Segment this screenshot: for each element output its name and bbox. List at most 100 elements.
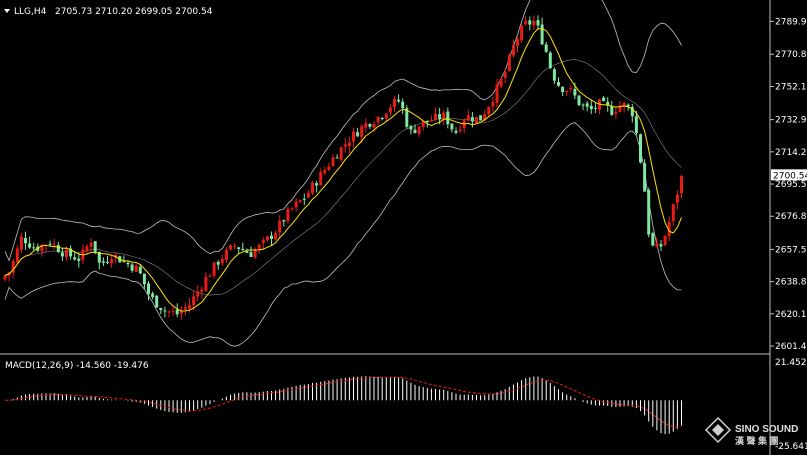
candle-body bbox=[532, 20, 536, 26]
price-tick-label: 2601.45 bbox=[775, 342, 807, 352]
candle-body bbox=[192, 296, 196, 306]
symbol-label: LLG,H4 bbox=[14, 7, 47, 17]
candle-body bbox=[614, 112, 618, 114]
current-price-label: 2700.54 bbox=[773, 171, 807, 181]
price-axis: 2789.95 2770.85 2752.15 2732.90 2714.20 2695.… bbox=[770, 17, 807, 352]
candle-body bbox=[442, 112, 446, 120]
candle-body bbox=[302, 198, 306, 200]
dropdown-triangle-icon[interactable] bbox=[4, 9, 10, 13]
candle-body bbox=[167, 311, 171, 313]
candle-body bbox=[97, 251, 101, 263]
candle-body bbox=[405, 108, 409, 127]
candle-body bbox=[278, 220, 282, 233]
candle-body bbox=[306, 192, 310, 198]
candle-body bbox=[290, 208, 294, 210]
candle-body bbox=[171, 311, 175, 313]
candle-body bbox=[52, 244, 56, 246]
candle-body bbox=[327, 166, 331, 170]
candle-body bbox=[507, 54, 511, 71]
macd-panel[interactable]: 21.452 -25.641 bbox=[4, 358, 807, 452]
candle-body bbox=[577, 95, 581, 106]
candle-body bbox=[524, 21, 528, 25]
candle-body bbox=[425, 120, 429, 123]
candle-body bbox=[585, 103, 589, 107]
candle-body bbox=[475, 117, 478, 124]
bb-lower-line bbox=[4, 122, 682, 347]
candle-body bbox=[655, 242, 659, 247]
candle-body bbox=[409, 126, 413, 130]
candle-body bbox=[245, 251, 249, 254]
candle-body bbox=[110, 259, 114, 264]
candle-body bbox=[487, 106, 491, 115]
bb-middle-line bbox=[4, 59, 682, 296]
candle-body bbox=[122, 261, 126, 263]
candle-body bbox=[589, 105, 593, 110]
candle-body bbox=[544, 44, 548, 52]
candle-body bbox=[663, 235, 667, 246]
candle-body bbox=[630, 107, 634, 117]
price-tick-label: 2657.55 bbox=[775, 245, 807, 255]
bb-upper-line bbox=[4, 0, 682, 262]
candle-body bbox=[680, 176, 683, 194]
diamond-logo-icon bbox=[704, 416, 732, 444]
candle-body bbox=[106, 261, 109, 263]
candle-body bbox=[339, 147, 343, 160]
candle-body bbox=[48, 243, 52, 245]
candle-body bbox=[643, 163, 647, 192]
candle-body bbox=[626, 104, 630, 107]
candle-body bbox=[552, 69, 556, 81]
price-tick-label: 2732.90 bbox=[775, 116, 807, 126]
candle-body bbox=[77, 258, 81, 261]
candle-body bbox=[491, 102, 495, 107]
candle-body bbox=[393, 98, 396, 107]
candle-body bbox=[388, 107, 392, 113]
macd-title: MACD(12,26,9) -14.560 -19.476 bbox=[5, 361, 149, 371]
candle-body bbox=[368, 124, 372, 127]
candle-body bbox=[593, 107, 597, 109]
candle-body bbox=[516, 38, 519, 46]
candle-body bbox=[179, 311, 183, 314]
candle-body bbox=[15, 248, 19, 263]
price-tick-label: 2676.80 bbox=[775, 212, 807, 222]
candle-body bbox=[224, 249, 228, 260]
candle-body bbox=[138, 266, 142, 274]
candle-body bbox=[200, 289, 204, 292]
price-tick-label: 2638.85 bbox=[775, 278, 807, 288]
candle-body bbox=[380, 118, 384, 120]
candle-body bbox=[528, 20, 532, 25]
candle-body bbox=[155, 295, 159, 308]
macd-tick-label: 21.452 bbox=[775, 358, 807, 368]
candle-body bbox=[212, 262, 216, 276]
candle-body bbox=[466, 115, 470, 121]
current-price-box bbox=[771, 169, 807, 181]
candle-body bbox=[60, 252, 64, 257]
candle-body bbox=[249, 252, 253, 257]
candle-body bbox=[93, 241, 97, 252]
candle-body bbox=[352, 131, 355, 142]
candle-body bbox=[270, 235, 273, 239]
candle-body bbox=[511, 45, 515, 56]
candle-body bbox=[671, 204, 675, 222]
candle-body bbox=[323, 170, 327, 174]
candle-body bbox=[208, 275, 212, 277]
candle-body bbox=[606, 101, 610, 106]
ohlc-values: 2705.73 2710.20 2699.05 2700.54 bbox=[55, 7, 213, 17]
candle-body bbox=[470, 117, 474, 122]
candle-body bbox=[429, 120, 433, 122]
candle-body bbox=[384, 113, 388, 119]
candle-body bbox=[520, 25, 524, 41]
diamond-logo-inner-icon bbox=[712, 424, 724, 436]
price-tick-label: 2770.85 bbox=[775, 50, 807, 60]
candle-body bbox=[3, 275, 7, 280]
candle-body bbox=[434, 113, 437, 120]
candle-body bbox=[347, 142, 351, 147]
candle-body bbox=[65, 249, 68, 257]
candle-body bbox=[11, 260, 15, 273]
candle-body bbox=[364, 123, 368, 128]
candle-body bbox=[315, 183, 319, 186]
candle-body bbox=[573, 88, 577, 96]
candle-body bbox=[130, 264, 134, 271]
